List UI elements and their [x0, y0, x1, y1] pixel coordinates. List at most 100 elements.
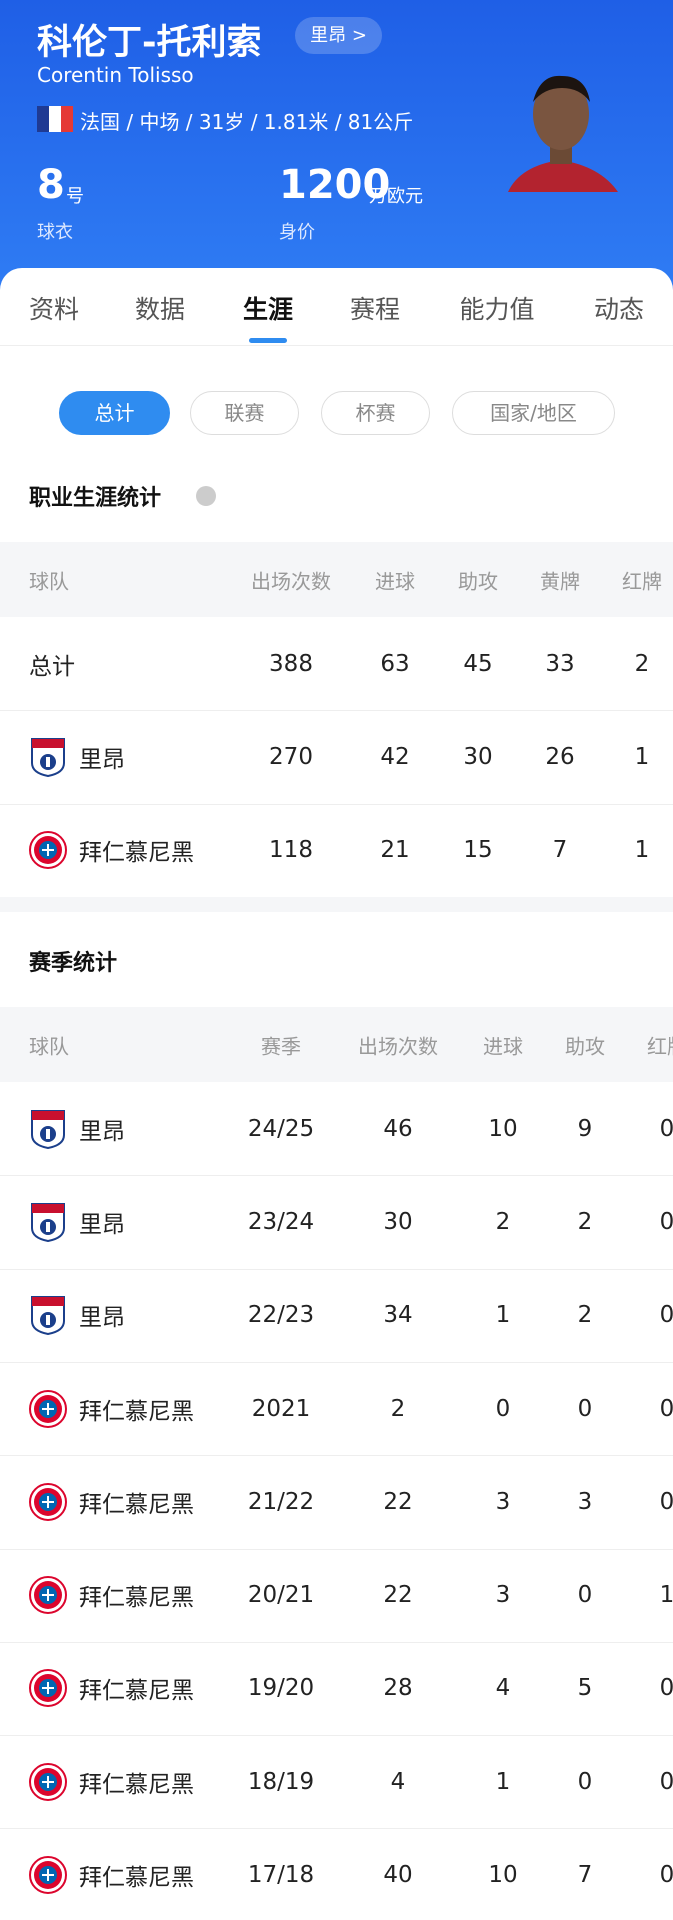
player-info: 法国 / 中场 / 31岁 / 1.81米 / 81公斤: [80, 110, 414, 134]
team-name: 拜仁慕尼黑: [79, 1865, 194, 1892]
column-header: 进球: [375, 569, 415, 594]
team-name: 拜仁慕尼黑: [79, 1398, 194, 1425]
stat-cell: 28: [383, 1675, 413, 1702]
bayern-logo: [29, 1762, 67, 1801]
team-name: 拜仁慕尼黑: [79, 1678, 194, 1705]
stat-cell: 0: [577, 1768, 593, 1795]
stat-cell: 24/25: [247, 1115, 315, 1142]
bayern-logo: [29, 1389, 67, 1428]
stat-cell: 5: [577, 1675, 593, 1702]
stat-cell: 30: [463, 743, 493, 770]
table-header: [0, 542, 673, 617]
row-divider: [0, 1548, 673, 1550]
filter-chip[interactable]: 国家/地区: [452, 391, 615, 435]
row-divider: [0, 1455, 673, 1457]
stat-cell: 7: [577, 1862, 593, 1889]
lyon-logo: [31, 1296, 65, 1336]
team-name: 里昂: [79, 1211, 125, 1238]
column-header: 球队: [29, 569, 69, 594]
team-name: 拜仁慕尼黑: [79, 1491, 194, 1518]
stat-cell: 20/21: [247, 1582, 315, 1609]
stat-cell: 0: [577, 1395, 593, 1422]
filter-chip[interactable]: 联赛: [190, 391, 299, 435]
stat-cell: 19/20: [247, 1675, 315, 1702]
stat-cell: 23/24: [247, 1208, 315, 1235]
stat-cell: 2: [634, 650, 650, 677]
shirt-unit: 号: [66, 186, 84, 207]
column-header: 红牌: [622, 569, 662, 594]
column-header: 赛季: [261, 1034, 301, 1059]
tab[interactable]: 数据: [134, 295, 186, 324]
team-name: 里昂: [79, 746, 125, 773]
stat-cell: 0: [577, 1582, 593, 1609]
stat-cell: 17/18: [247, 1862, 315, 1889]
column-header: 出场次数: [358, 1034, 438, 1059]
bayern-logo: [29, 831, 67, 870]
stat-cell: 3: [577, 1488, 593, 1515]
player-photo: [508, 75, 618, 192]
tab[interactable]: 动态: [593, 295, 645, 324]
stat-cell: 2: [495, 1208, 511, 1235]
stat-cell: 22: [383, 1582, 413, 1609]
bayern-logo: [29, 1669, 67, 1708]
content-card: 资料 数据 生涯 赛程 能力值 动态 总计 联赛 杯赛 国家/地区 职业生涯统计 球队 出场次数 进球 助攻…: [0, 268, 673, 1920]
lyon-logo: [31, 1109, 65, 1149]
stat-cell: 0: [659, 1488, 673, 1515]
stat-cell: 46: [383, 1115, 413, 1142]
filter-chip[interactable]: 杯赛: [321, 391, 430, 435]
stat-cell: 1: [659, 1582, 673, 1609]
filter-chip[interactable]: 总计: [59, 391, 170, 435]
value-unit: 万欧元: [369, 186, 423, 207]
tab[interactable]: 生涯: [242, 295, 294, 324]
stat-cell: 0: [659, 1768, 673, 1795]
row-divider: [0, 1641, 673, 1643]
stat-cell: 40: [383, 1862, 413, 1889]
lyon-logo: [31, 1202, 65, 1242]
bayern-logo: [29, 1576, 67, 1615]
team-name: 拜仁慕尼黑: [79, 840, 194, 867]
column-header: 红牌: [647, 1034, 673, 1059]
tab-indicator: [249, 338, 287, 343]
stat-cell: 45: [463, 650, 493, 677]
tab[interactable]: 赛程: [349, 295, 401, 324]
shirt-label: 球衣: [37, 222, 73, 243]
player-header: 科伦丁-托利索 里昂 > Corentin Tolisso 法国 / 中场 / …: [0, 0, 673, 290]
stat-cell: 42: [380, 743, 410, 770]
stat-cell: 18/19: [247, 1768, 315, 1795]
stat-cell: 3: [495, 1488, 511, 1515]
bayern-logo: [29, 1482, 67, 1521]
row-divider: [0, 1268, 673, 1270]
column-header: 助攻: [565, 1034, 605, 1059]
stat-cell: 118: [269, 837, 313, 864]
stat-cell: 2: [390, 1395, 406, 1422]
value-label: 身价: [279, 222, 315, 243]
stat-cell: 22/23: [247, 1302, 315, 1329]
row-divider: [0, 1828, 673, 1830]
bayern-logo: [29, 1856, 67, 1895]
stat-cell: 21: [380, 837, 410, 864]
column-header: 出场次数: [251, 569, 331, 594]
stat-cell: 21/22: [247, 1488, 315, 1515]
stat-cell: 1: [495, 1302, 511, 1329]
value-number: 1200: [279, 162, 391, 208]
row-divider: [0, 803, 673, 805]
stat-cell: 0: [659, 1302, 673, 1329]
club-button[interactable]: 里昂 >: [295, 17, 382, 54]
stat-cell: 34: [383, 1302, 413, 1329]
team-name: 里昂: [79, 1118, 125, 1145]
stat-cell: 33: [545, 650, 575, 677]
english-name: Corentin Tolisso: [37, 63, 194, 87]
help-icon: [196, 486, 216, 506]
tab[interactable]: 能力值: [459, 295, 535, 324]
column-header: 球队: [29, 1034, 69, 1059]
stat-cell: 15: [463, 837, 493, 864]
stat-cell: 270: [269, 743, 313, 770]
row-divider: [0, 1361, 673, 1363]
section-gap: [0, 897, 673, 912]
tab[interactable]: 资料: [28, 295, 80, 324]
stat-cell: 0: [659, 1862, 673, 1889]
stat-cell: 26: [545, 743, 575, 770]
row-divider: [0, 1735, 673, 1737]
